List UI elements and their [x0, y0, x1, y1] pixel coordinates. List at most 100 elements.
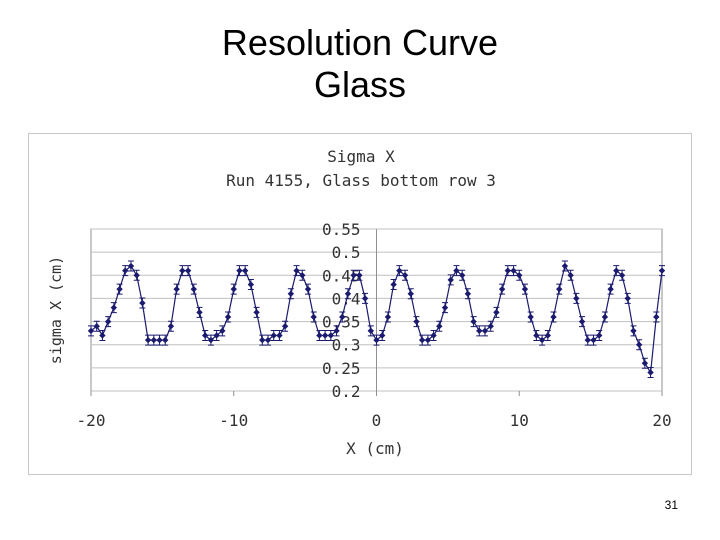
- data-point: [99, 329, 106, 341]
- data-point: [641, 357, 649, 369]
- data-point: [470, 316, 477, 328]
- data-point: [276, 329, 283, 341]
- data-marker: [578, 318, 586, 325]
- y-axis-label: sigma X (cm): [47, 256, 65, 364]
- data-marker: [356, 272, 363, 279]
- data-marker: [173, 285, 180, 293]
- data-point: [653, 311, 660, 323]
- data-marker: [270, 332, 277, 339]
- data-point: [104, 316, 112, 328]
- data-marker: [367, 327, 374, 335]
- data-point: [236, 265, 243, 277]
- data-point: [299, 269, 306, 281]
- data-point: [464, 288, 472, 300]
- data-point: [424, 334, 432, 346]
- data-point: [116, 283, 123, 295]
- data-marker: [202, 332, 209, 339]
- data-marker: [104, 318, 112, 325]
- data-point: [379, 329, 386, 341]
- data-point: [567, 269, 574, 281]
- data-marker: [413, 318, 420, 325]
- data-marker: [276, 332, 283, 339]
- data-marker: [179, 267, 186, 274]
- data-marker: [259, 336, 266, 344]
- data-point: [516, 269, 523, 281]
- data-point: [556, 283, 563, 295]
- sigma-x-chart: Sigma X Run 4155, Glass bottom row 3 0.5…: [47, 147, 672, 458]
- data-point: [493, 306, 500, 318]
- slide-page-number: 31: [664, 498, 678, 512]
- data-marker: [167, 323, 175, 330]
- data-point: [350, 269, 357, 281]
- data-point: [281, 320, 289, 332]
- data-point: [190, 283, 197, 295]
- data-marker: [401, 272, 409, 279]
- data-series: [87, 260, 666, 378]
- data-point: [396, 265, 403, 277]
- data-marker: [219, 327, 226, 335]
- data-marker: [190, 285, 197, 293]
- data-marker: [561, 262, 569, 270]
- data-point: [241, 265, 249, 277]
- data-point: [447, 274, 454, 286]
- slide-title-line-2: Glass: [313, 64, 407, 105]
- data-point: [635, 339, 643, 351]
- data-point: [110, 302, 118, 314]
- data-point: [219, 325, 226, 337]
- data-marker: [635, 341, 643, 348]
- data-marker: [595, 332, 603, 339]
- data-marker: [344, 290, 352, 297]
- data-point: [441, 302, 449, 314]
- x-tick-label: 20: [652, 411, 671, 430]
- data-marker: [584, 336, 591, 344]
- chart-subtitle: Run 4155, Glass bottom row 3: [226, 171, 496, 190]
- data-marker: [641, 360, 649, 367]
- data-point: [293, 265, 300, 277]
- data-marker: [516, 272, 523, 279]
- data-marker: [144, 336, 152, 344]
- data-marker: [567, 272, 574, 279]
- data-marker: [93, 323, 100, 330]
- y-tick-label: 0.55: [322, 220, 361, 239]
- data-marker: [441, 304, 449, 311]
- data-marker: [379, 332, 386, 339]
- data-point: [327, 329, 335, 341]
- y-tick-label: 0.25: [322, 359, 361, 378]
- data-marker: [544, 332, 551, 339]
- data-point: [179, 265, 186, 277]
- data-point: [658, 265, 666, 277]
- data-marker: [230, 285, 237, 293]
- data-point: [122, 265, 129, 277]
- data-point: [339, 311, 346, 323]
- data-point: [544, 329, 551, 341]
- data-marker: [299, 272, 306, 279]
- data-marker: [333, 327, 340, 335]
- data-point: [618, 269, 626, 281]
- data-marker: [396, 267, 403, 274]
- data-point: [584, 334, 591, 346]
- data-point: [184, 265, 192, 277]
- data-point: [253, 306, 260, 318]
- data-marker: [498, 285, 506, 293]
- data-marker: [247, 281, 255, 288]
- data-point: [287, 288, 295, 300]
- data-marker: [407, 290, 414, 297]
- y-tick-label: 0.2: [332, 382, 361, 401]
- data-point: [356, 269, 363, 281]
- x-tick-label: 10: [510, 411, 529, 430]
- data-marker: [618, 272, 626, 279]
- data-marker: [601, 313, 609, 321]
- data-marker: [293, 267, 300, 274]
- data-marker: [133, 272, 140, 279]
- data-marker: [470, 318, 477, 325]
- data-marker: [304, 285, 312, 293]
- data-point: [578, 316, 586, 328]
- data-point: [230, 283, 237, 295]
- data-marker: [464, 290, 472, 297]
- data-marker: [207, 336, 215, 344]
- data-marker: [418, 336, 426, 344]
- data-point: [487, 320, 494, 332]
- data-point: [476, 325, 483, 337]
- data-point: [247, 279, 255, 291]
- data-marker: [264, 336, 272, 344]
